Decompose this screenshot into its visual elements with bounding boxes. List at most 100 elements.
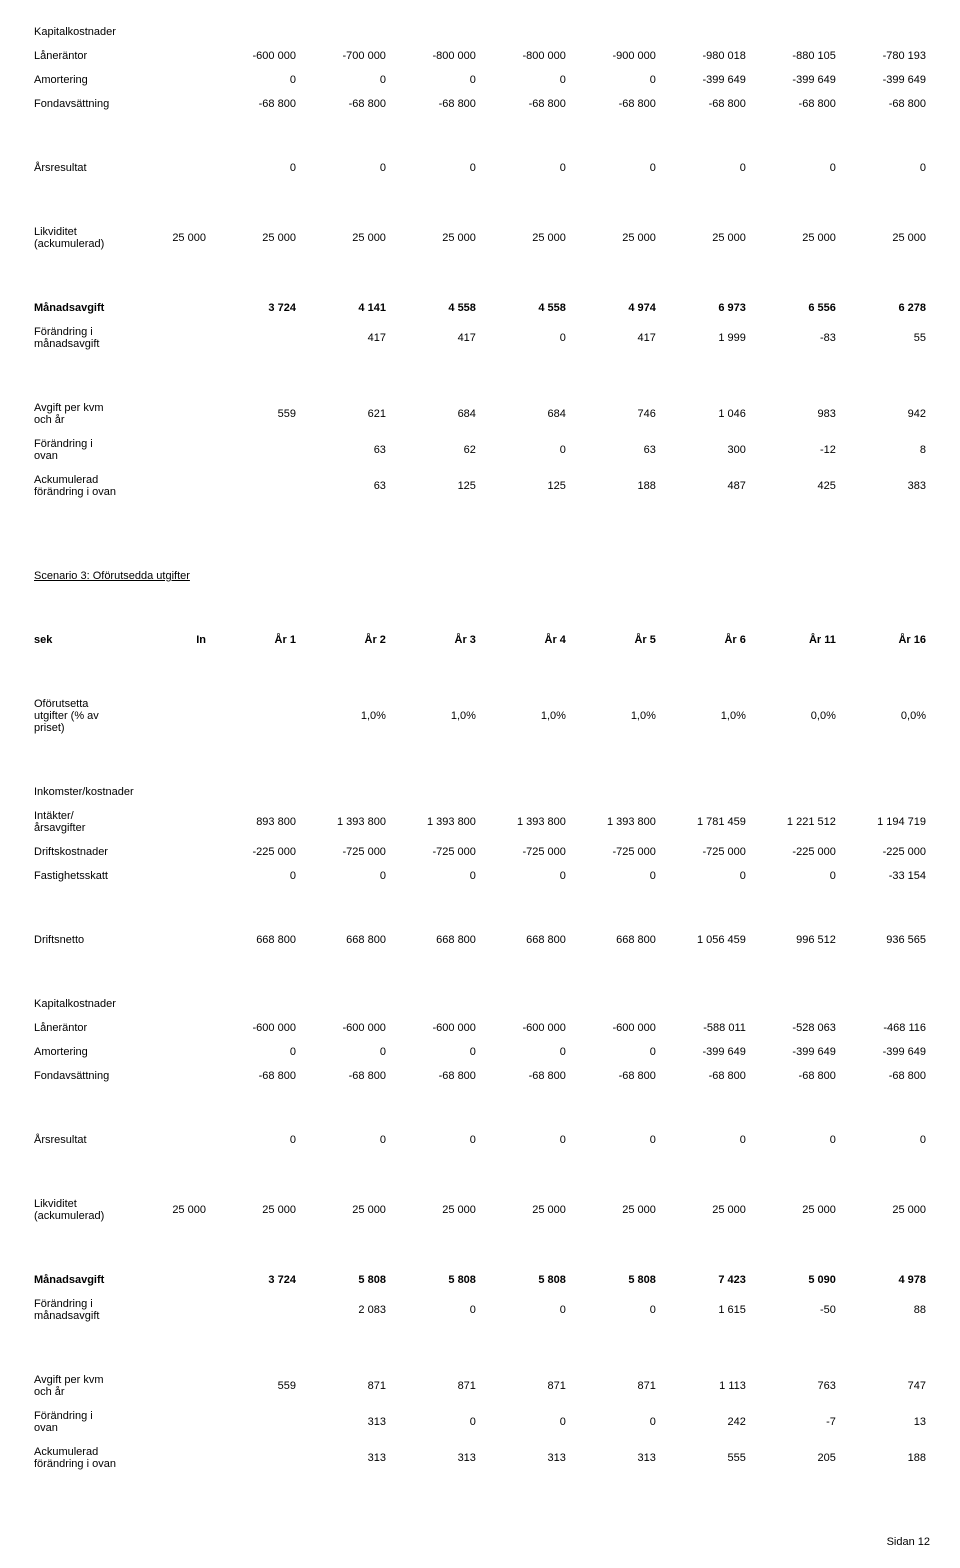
table-row: Intäkter/årsavgifter893 8001 393 8001 39… xyxy=(30,804,930,840)
cell-value xyxy=(210,320,300,356)
cell-value: 559 xyxy=(210,1368,300,1404)
cell-value: År 16 xyxy=(840,628,930,652)
cell-value: 0 xyxy=(210,1040,300,1064)
row-label: Månadsavgift xyxy=(30,296,120,320)
cell-value: -399 649 xyxy=(660,68,750,92)
cell-value xyxy=(120,1268,210,1292)
cell-value xyxy=(120,1292,210,1328)
cell-value: -50 xyxy=(750,1292,840,1328)
cell-value: 25 000 xyxy=(840,1192,930,1228)
row-label: Förändring i månadsavgift xyxy=(30,1292,120,1328)
cell-value: 425 xyxy=(750,468,840,504)
cell-value: 313 xyxy=(480,1440,570,1476)
section-title: Inkomster/kostnader xyxy=(30,780,930,804)
row-label: Likviditet (ackumulerad) xyxy=(30,1192,120,1228)
cell-value: 25 000 xyxy=(660,220,750,256)
cell-value: 871 xyxy=(390,1368,480,1404)
cell-value: 0 xyxy=(480,68,570,92)
cell-value: -725 000 xyxy=(390,840,480,864)
table-row: Likviditet (ackumulerad) 25 000 25 000 25 0… xyxy=(30,1192,930,1228)
cell-value: 25 000 xyxy=(840,220,930,256)
table-row: Låneräntor-600 000-700 000-800 000-800 0… xyxy=(30,44,930,68)
cell-value: 0 xyxy=(480,432,570,468)
cell-value: 63 xyxy=(570,432,660,468)
cell-value: 668 800 xyxy=(210,928,300,952)
cell-value: 621 xyxy=(300,396,390,432)
cell-value: -800 000 xyxy=(390,44,480,68)
cell-value: 559 xyxy=(210,396,300,432)
cell-value xyxy=(120,692,210,740)
cell-value: År 6 xyxy=(660,628,750,652)
cell-value: 5 808 xyxy=(570,1268,660,1292)
section-title: Kapitalkostnader xyxy=(30,20,930,44)
table-row: Månadsavgift3 7244 1414 5584 5584 9746 9… xyxy=(30,296,930,320)
row-label: Årsresultat xyxy=(30,156,120,180)
cell-value: 25 000 xyxy=(300,1192,390,1228)
table-row: Driftsnetto668 800668 800668 800668 8006… xyxy=(30,928,930,952)
cell-value: 0 xyxy=(390,1292,480,1328)
cell-value: -68 800 xyxy=(750,1064,840,1088)
cell-value: -780 193 xyxy=(840,44,930,68)
cell-value: 5 090 xyxy=(750,1268,840,1292)
row-label: Driftskostnader xyxy=(30,840,120,864)
cell-value: 936 565 xyxy=(840,928,930,952)
cell-value: 0 xyxy=(660,864,750,888)
row-label: Driftsnetto xyxy=(30,928,120,952)
cell-value: -800 000 xyxy=(480,44,570,68)
cell-value: 0 xyxy=(390,156,480,180)
cell-value: 125 xyxy=(480,468,570,504)
cell-value: 0 xyxy=(480,156,570,180)
row-label: sek xyxy=(30,628,120,652)
cell-value: 0,0% xyxy=(840,692,930,740)
cell-value: -399 649 xyxy=(840,68,930,92)
cell-value: -225 000 xyxy=(210,840,300,864)
cell-value: -399 649 xyxy=(660,1040,750,1064)
cell-value xyxy=(120,156,210,180)
cell-value: 0 xyxy=(480,320,570,356)
cell-value: -68 800 xyxy=(660,92,750,116)
cell-value: -600 000 xyxy=(210,1016,300,1040)
cell-value: 871 xyxy=(570,1368,660,1404)
table-row: Ackumulerad förändring i ovan31331331331… xyxy=(30,1440,930,1476)
cell-value: 0 xyxy=(480,1404,570,1440)
cell-value: 0 xyxy=(840,156,930,180)
table-row: Förändring i ovan313000242-713 xyxy=(30,1404,930,1440)
cell-value: 871 xyxy=(480,1368,570,1404)
cell-value: 0 xyxy=(570,1404,660,1440)
table-row: Förändring i ovan6362063300-128 xyxy=(30,432,930,468)
page-footer: Sidan 12 xyxy=(30,1536,930,1548)
cell-value xyxy=(210,468,300,504)
table-row: Månadsavgift3 7245 8085 8085 8085 8087 4… xyxy=(30,1268,930,1292)
cell-value: 0 xyxy=(570,864,660,888)
cell-value: 4 974 xyxy=(570,296,660,320)
cell-value: 0 xyxy=(300,864,390,888)
cell-value: År 1 xyxy=(210,628,300,652)
cell-value: 0 xyxy=(660,1128,750,1152)
cell-value xyxy=(120,1440,210,1476)
cell-value xyxy=(120,432,210,468)
cell-value: -600 000 xyxy=(390,1016,480,1040)
cell-value: 1 615 xyxy=(660,1292,750,1328)
cell-value: 25 000 xyxy=(750,220,840,256)
cell-value: 0 xyxy=(390,864,480,888)
cell-value: 242 xyxy=(660,1404,750,1440)
cell-value: 7 423 xyxy=(660,1268,750,1292)
cell-value xyxy=(120,1040,210,1064)
cell-value: -725 000 xyxy=(480,840,570,864)
table-row: Avgift per kvm och år5596216846847461 04… xyxy=(30,396,930,432)
cell-value: 25 000 xyxy=(570,220,660,256)
cell-value: 668 800 xyxy=(390,928,480,952)
cell-value xyxy=(120,396,210,432)
table-row: Amortering00000-399 649-399 649-399 649 xyxy=(30,1040,930,1064)
row-label: Oförutsetta utgifter (% av priset) xyxy=(30,692,120,740)
cell-value: 747 xyxy=(840,1368,930,1404)
cell-value xyxy=(120,804,210,840)
cell-value: 25 000 xyxy=(660,1192,750,1228)
cell-value: 893 800 xyxy=(210,804,300,840)
table-row: Förändring i månadsavgift2 0830001 615-5… xyxy=(30,1292,930,1328)
cell-value: 5 808 xyxy=(480,1268,570,1292)
cell-value: 1 999 xyxy=(660,320,750,356)
cell-value: 0 xyxy=(210,156,300,180)
cell-value xyxy=(120,1404,210,1440)
cell-value: -68 800 xyxy=(570,1064,660,1088)
